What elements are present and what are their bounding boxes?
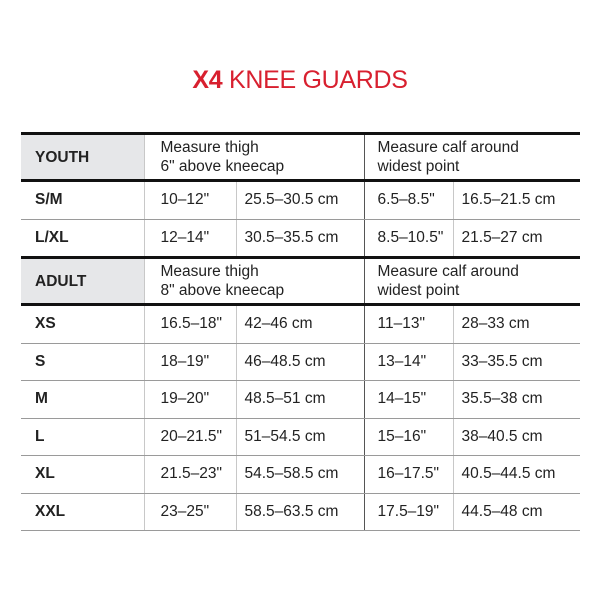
calf-measure-instruction-line: widest point [377,282,460,299]
table-row: S 18–19" 46–48.5 cm 13–14" 33–35.5 cm [21,343,581,381]
thigh-inches: 10–12" [143,180,236,220]
thigh-measure-instruction: Measure thigh 8" above kneecap [143,256,365,306]
thigh-measure-instruction-line: Measure thigh [160,263,259,280]
title-product: KNEE GUARDS [222,66,408,94]
thigh-cm: 48.5–51 cm [235,380,365,419]
thigh-inches: 18–19" [143,343,236,381]
calf-inches: 17.5–19" [363,493,454,531]
calf-cm: 38–40.5 cm [452,418,581,456]
calf-measure-instruction: Measure calf around widest point [363,132,581,182]
thigh-cm: 25.5–30.5 cm [235,180,365,220]
calf-cm: 33–35.5 cm [452,343,581,381]
thigh-cm: 54.5–58.5 cm [235,455,365,494]
thigh-inches: 12–14" [143,219,236,258]
size-label: L/XL [21,219,144,258]
calf-measure-instruction-line: Measure calf around [377,139,519,156]
size-label: XXL [21,493,144,531]
section-label: ADULT [21,256,144,306]
calf-inches: 15–16" [363,418,454,456]
size-chart-table: YOUTH Measure thigh 6" above kneecap Measur… [21,132,581,531]
calf-inches: 8.5–10.5" [363,219,454,258]
thigh-cm: 42–46 cm [235,304,365,344]
calf-inches: 14–15" [363,380,454,419]
table-row: M 19–20" 48.5–51 cm 14–15" 35.5–38 cm [21,380,581,419]
calf-inches: 11–13" [363,304,454,344]
thigh-inches: 23–25" [143,493,236,531]
calf-cm: 44.5–48 cm [452,493,581,531]
calf-inches: 16–17.5" [363,455,454,494]
table-row: XL 21.5–23" 54.5–58.5 cm 16–17.5" 40.5–44.5 … [21,455,581,494]
page-title: X4 KNEE GUARDS [0,66,600,95]
calf-cm: 35.5–38 cm [452,380,581,419]
size-label: XL [21,455,144,494]
section-header-adult: ADULT Measure thigh 8" above kneecap Measur… [21,256,581,306]
calf-inches: 6.5–8.5" [363,180,454,220]
thigh-inches: 21.5–23" [143,455,236,494]
thigh-cm: 58.5–63.5 cm [235,493,365,531]
size-label: M [21,380,144,419]
size-label: L [21,418,144,456]
thigh-measure-instruction-line: Measure thigh [160,139,259,156]
section-label: YOUTH [21,132,144,182]
calf-cm: 40.5–44.5 cm [452,455,581,494]
thigh-cm: 51–54.5 cm [235,418,365,456]
thigh-inches: 20–21.5" [143,418,236,456]
section-header-youth: YOUTH Measure thigh 6" above kneecap Measur… [21,132,581,182]
title-model: X4 [192,66,223,94]
table-row: S/M 10–12" 25.5–30.5 cm 6.5–8.5" 16.5–21.5 c… [21,180,581,220]
thigh-measure-instruction-line: 6" above kneecap [160,158,285,175]
size-label: XS [21,304,144,344]
calf-measure-instruction: Measure calf around widest point [363,256,581,306]
size-label: S [21,343,144,381]
calf-measure-instruction-line: widest point [377,158,460,175]
thigh-inches: 16.5–18" [143,304,236,344]
thigh-measure-instruction: Measure thigh 6" above kneecap [143,132,365,182]
calf-inches: 13–14" [363,343,454,381]
calf-cm: 21.5–27 cm [452,219,581,258]
table-row: XXL 23–25" 58.5–63.5 cm 17.5–19" 44.5–48 cm [21,493,581,531]
size-label: S/M [21,180,144,220]
thigh-inches: 19–20" [143,380,236,419]
thigh-cm: 30.5–35.5 cm [235,219,365,258]
thigh-cm: 46–48.5 cm [235,343,365,381]
calf-cm: 16.5–21.5 cm [452,180,581,220]
table-row: L/XL 12–14" 30.5–35.5 cm 8.5–10.5" 21.5–27 c… [21,219,581,258]
table-row: XS 16.5–18" 42–46 cm 11–13" 28–33 cm [21,304,581,344]
table-row: L 20–21.5" 51–54.5 cm 15–16" 38–40.5 cm [21,418,581,456]
thigh-measure-instruction-line: 8" above kneecap [160,282,285,299]
calf-cm: 28–33 cm [452,304,581,344]
calf-measure-instruction-line: Measure calf around [377,263,519,280]
